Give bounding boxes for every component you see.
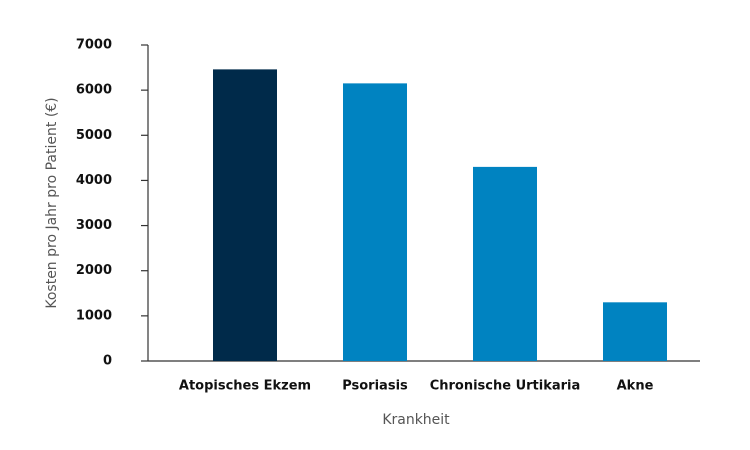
x-tick-label: Akne (617, 379, 654, 394)
x-tick-label: Chronische Urtikaria (430, 379, 581, 394)
y-tick-label: 4000 (76, 173, 112, 188)
bar (603, 302, 667, 361)
y-tick-label: 3000 (76, 218, 112, 233)
y-tick-label: 2000 (76, 263, 112, 278)
bar (213, 69, 277, 362)
x-axis-title: Krankheit (382, 412, 450, 428)
y-tick-label: 0 (103, 354, 112, 369)
y-tick-label: 6000 (76, 83, 112, 98)
y-tick-label: 5000 (76, 128, 112, 143)
y-tick-label: 7000 (76, 38, 112, 53)
y-axis-title: Kosten pro Jahr pro Patient (€) (44, 97, 60, 308)
y-tick-label: 1000 (76, 308, 112, 323)
x-tick-label: Atopisches Ekzem (179, 379, 311, 394)
bar (473, 166, 537, 361)
bar (343, 83, 407, 361)
x-tick-label: Psoriasis (342, 379, 408, 394)
